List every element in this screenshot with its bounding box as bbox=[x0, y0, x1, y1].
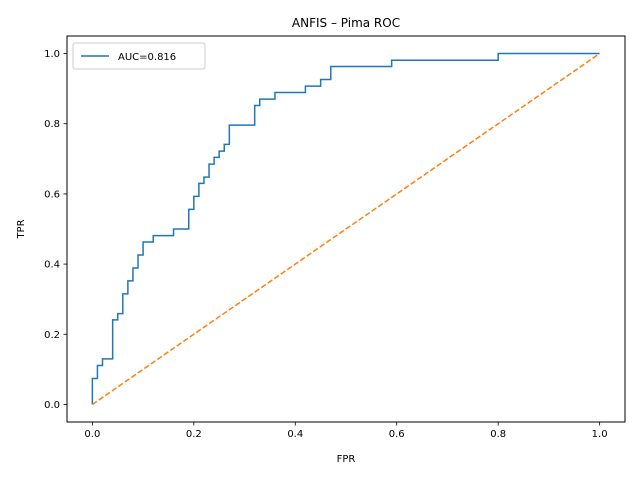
roc-curve-line bbox=[91, 52, 600, 405]
y-axis-label: TPR bbox=[16, 219, 27, 239]
y-tick-label: 1.0 bbox=[44, 49, 60, 60]
x-tick-label: 0.4 bbox=[287, 429, 303, 440]
y-tick-label: 0.8 bbox=[44, 119, 60, 130]
axis-ticks: 0.0 0.2 0.4 0.6 0.8 1.0 0.0 0.2 0.4 0.6 0.8 1.0 bbox=[44, 49, 607, 440]
x-tick-label: 0.0 bbox=[84, 429, 100, 440]
legend-label-roc: AUC=0.816 bbox=[118, 52, 176, 63]
y-tick-label: 0.2 bbox=[44, 330, 60, 341]
y-tick-label: 0.4 bbox=[44, 260, 60, 271]
legend: AUC=0.816 bbox=[72, 42, 206, 70]
chart-title: ANFIS – Pima ROC bbox=[292, 16, 400, 30]
y-tick-label: 0.6 bbox=[44, 189, 60, 200]
x-tick-label: 0.6 bbox=[389, 429, 405, 440]
legend-box bbox=[72, 42, 206, 70]
plot-frame bbox=[66, 35, 626, 423]
plot-lines bbox=[91, 52, 601, 406]
x-axis-label: FPR bbox=[337, 454, 356, 465]
chance-diagonal-line bbox=[91, 52, 601, 406]
y-tick-label: 0.0 bbox=[44, 400, 60, 411]
x-tick-label: 0.2 bbox=[186, 429, 202, 440]
x-tick-label: 0.8 bbox=[490, 429, 506, 440]
x-tick-label: 1.0 bbox=[592, 429, 608, 440]
